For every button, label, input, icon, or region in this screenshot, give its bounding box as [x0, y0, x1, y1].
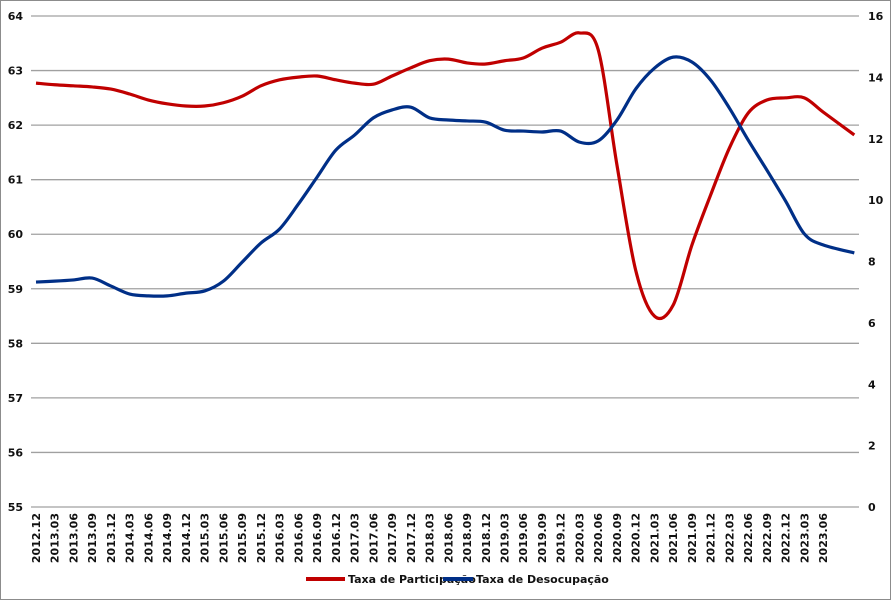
x-axis-tick-label: 2013.03	[49, 513, 62, 563]
x-axis-tick-label: 2014.09	[161, 513, 174, 563]
x-axis-tick-label: 2016.06	[292, 513, 305, 563]
x-axis-tick-label: 2014.03	[124, 513, 137, 563]
x-axis-tick-label: 2018.12	[480, 513, 493, 563]
x-axis-tick-label: 2014.12	[180, 513, 193, 563]
series-line-participacao	[35, 31, 856, 321]
x-axis-tick-label: 2015.03	[199, 513, 212, 563]
x-axis-tick-label: 2022.12	[780, 513, 793, 563]
x-axis-tick-label: 2016.12	[330, 513, 343, 563]
x-axis-tick-label: 2018.03	[424, 513, 437, 563]
left-axis-tick-label: 56	[8, 446, 24, 459]
x-axis-tick-label: 2016.03	[274, 513, 287, 563]
x-axis-tick-label: 2023.06	[817, 513, 830, 563]
x-axis-tick-label: 2013.09	[86, 513, 99, 563]
x-axis-tick-label: 2021.06	[667, 513, 680, 563]
x-axis-tick-label: 2017.03	[349, 513, 362, 563]
x-axis-tick-label: 2016.09	[311, 513, 324, 563]
right-axis-tick-label: 12	[868, 133, 883, 146]
right-axis-tick-label: 16	[868, 10, 884, 23]
x-axis-tick-label: 2021.03	[648, 513, 661, 563]
right-axis-tick-label: 6	[868, 317, 876, 330]
x-axis-tick-label: 2022.06	[742, 513, 755, 563]
right-axis-tick-label: 8	[868, 256, 876, 269]
x-axis-labels: 2012.12 2013.03 2013.06 2013.09 2013.12 2014.…	[30, 513, 830, 563]
x-axis-tick-label: 2019.03	[499, 513, 512, 563]
right-axis-tick-label: 14	[868, 71, 884, 84]
x-axis-tick-label: 2020.06	[592, 513, 605, 563]
x-axis-tick-label: 2013.12	[105, 513, 118, 563]
x-axis-tick-label: 2020.12	[630, 513, 643, 563]
x-axis-tick-label: 2014.06	[142, 513, 155, 563]
x-axis-tick-label: 2019.12	[555, 513, 568, 563]
x-axis-tick-label: 2019.06	[517, 513, 530, 563]
x-axis-tick-label: 2013.06	[67, 513, 80, 563]
x-axis-tick-label: 2017.12	[405, 513, 418, 563]
left-axis-tick-label: 58	[8, 337, 23, 350]
series-line-desocupacao	[35, 55, 855, 298]
right-axis-labels: 0 2 4 6 8 10 12 14 16	[868, 10, 884, 514]
left-axis-labels: 55 56 57 58 59 60 61 62 63 64	[8, 10, 24, 514]
right-axis-tick-label: 4	[868, 378, 876, 391]
x-axis-tick-label: 2020.09	[611, 513, 624, 563]
x-axis-tick-label: 2020.03	[573, 513, 586, 563]
series-lines	[35, 31, 856, 321]
x-axis-tick-label: 2021.12	[705, 513, 718, 563]
left-axis-tick-label: 62	[8, 119, 23, 132]
x-axis-tick-label: 2021.09	[686, 513, 699, 563]
gridlines	[31, 15, 859, 508]
legend-label-participacao: Taxa de Participação	[348, 573, 476, 586]
left-axis-tick-label: 64	[8, 10, 24, 23]
x-axis-tick-label: 2018.09	[461, 513, 474, 563]
right-axis-tick-label: 10	[868, 194, 884, 207]
left-axis-tick-label: 57	[8, 392, 23, 405]
right-axis-tick-label: 0	[868, 501, 876, 514]
x-axis-tick-label: 2022.09	[761, 513, 774, 563]
x-axis-tick-label: 2015.09	[236, 513, 249, 563]
left-axis-tick-label: 63	[8, 65, 23, 78]
x-axis-tick-label: 2023.03	[798, 513, 811, 563]
left-axis-tick-label: 60	[8, 228, 24, 241]
x-axis-tick-label: 2019.09	[536, 513, 549, 563]
x-axis-tick-label: 2022.03	[723, 513, 736, 563]
x-axis-tick-label: 2017.09	[386, 513, 399, 563]
right-axis-tick-label: 2	[868, 440, 876, 453]
x-axis-tick-label: 2015.12	[255, 513, 268, 563]
left-axis-tick-label: 61	[8, 174, 23, 187]
x-axis-tick-label: 2017.06	[367, 513, 380, 563]
x-axis-tick-label: 2015.06	[217, 513, 230, 563]
x-axis-tick-label: 2018.06	[442, 513, 455, 563]
legend: Taxa de Participação Taxa de Desocupação	[306, 573, 609, 586]
left-axis-tick-label: 55	[8, 501, 23, 514]
legend-label-desocupacao: Taxa de Desocupação	[476, 573, 609, 586]
x-axis-tick-label: 2012.12	[30, 513, 43, 563]
left-axis-tick-label: 59	[8, 283, 23, 296]
